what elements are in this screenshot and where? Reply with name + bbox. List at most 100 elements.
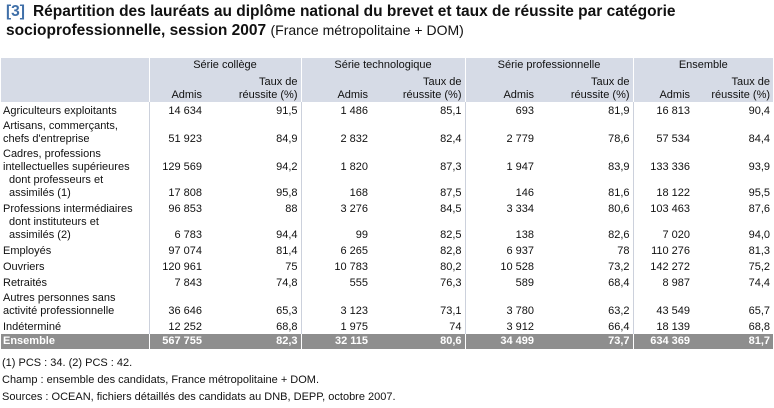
table-cell: 146 <box>515 187 534 199</box>
table-cell: 1 486 <box>340 105 368 117</box>
table-cell: 91,5 <box>205 102 302 118</box>
header-blank-2 <box>1 72 150 102</box>
table-row: Professions intermédiaires 96 853 88 3 2… <box>1 200 773 216</box>
table-cell: 3 780 <box>506 305 534 317</box>
table-row: Artisans, commerçants, chefs d'entrepris… <box>1 118 773 146</box>
table-cell: 90,4 <box>748 105 771 117</box>
table-row: dont professeurs et assimilés (1) 17 808… <box>1 174 773 200</box>
total-row: Ensemble 567 755 82,3 32 115 80,6 34 499… <box>1 334 774 349</box>
table-cell: 68,8 <box>748 321 771 333</box>
table-cell: 74 <box>371 318 466 334</box>
row-label: Artisans, commerçants, chefs d'entrepris… <box>1 118 150 146</box>
table-cell: 73,1 <box>371 290 466 318</box>
group-serie-technologique: Série technologique <box>301 58 466 72</box>
col-admis: Admis <box>633 72 694 102</box>
total-cell: 34 499 <box>465 334 537 349</box>
data-table: Série collège Série technologique Série … <box>1 58 774 349</box>
table-cell: 85,1 <box>371 102 466 118</box>
footnote-champ: Champ : ensemble des candidats, France m… <box>2 374 320 386</box>
table-cell: 3 334 <box>506 203 534 215</box>
table-cell: 74,4 <box>748 277 771 289</box>
table-cell: 78 <box>537 242 634 258</box>
group-serie-professionnelle: Série professionnelle <box>465 58 634 72</box>
row-label: Professions intermédiaires <box>1 200 150 216</box>
table-cell: 555 <box>349 277 368 289</box>
table-cell: 81,6 <box>537 174 634 200</box>
table-cell: 87,3 <box>371 146 466 174</box>
table-cell: 65,3 <box>205 290 302 318</box>
table-cell: 87,5 <box>371 174 466 200</box>
total-cell: 32 115 <box>301 334 371 349</box>
table-cell: 74,8 <box>205 274 302 290</box>
table-cell: 81,9 <box>537 102 634 118</box>
table-cell: 65,7 <box>748 305 771 317</box>
table-cell: 63,2 <box>537 290 634 318</box>
table-row: Indéterminé 12 252 68,8 1 975 74 3 912 6… <box>1 318 773 334</box>
table-cell: 96 853 <box>168 203 202 215</box>
title-scope: (France métropolitaine + DOM) <box>270 22 464 38</box>
table-cell: 97 074 <box>168 245 202 257</box>
table-cell: 693 <box>515 105 534 117</box>
table-cell: 84,5 <box>371 200 466 216</box>
table-cell: 1 947 <box>506 161 534 173</box>
table-cell: 120 961 <box>162 261 202 273</box>
table-cell: 18 122 <box>656 187 691 199</box>
table-cell: 110 276 <box>651 245 691 257</box>
table-cell: 73,2 <box>537 258 634 274</box>
row-label: Indéterminé <box>1 318 150 334</box>
table-cell: 17 808 <box>168 187 202 199</box>
table-cell: 16 813 <box>656 105 691 117</box>
total-cell: 81,7 <box>693 334 774 349</box>
group-header-row: Série collège Série technologique Série … <box>1 58 774 72</box>
col-admis: Admis <box>465 72 537 102</box>
table-row: Autres personnes sans activité professio… <box>1 290 773 318</box>
row-label: dont instituteurs et assimilés (2) <box>1 216 150 242</box>
table-cell: 82,5 <box>371 216 466 242</box>
table-cell: 87,6 <box>748 203 771 215</box>
table-cell: 3 123 <box>340 305 368 317</box>
footnotes: (1) PCS : 34. (2) PCS : 42. Champ : ense… <box>2 355 762 406</box>
row-label: Ouvriers <box>1 258 150 274</box>
table-cell: 7 020 <box>662 229 691 241</box>
table-cell: 57 534 <box>656 133 691 145</box>
table-cell: 133 336 <box>650 161 691 173</box>
table-cell: 138 <box>515 229 534 241</box>
table-cell: 51 923 <box>168 133 202 145</box>
table-cell: 3 276 <box>340 203 368 215</box>
table-cell: 129 569 <box>162 161 202 173</box>
total-cell: 82,3 <box>205 334 302 349</box>
total-cell: 634 369 <box>633 334 694 349</box>
row-label: Autres personnes sans activité professio… <box>1 290 150 318</box>
row-label: Cadres, professions intellectuelles supé… <box>1 146 150 174</box>
table-cell: 10 528 <box>500 261 534 273</box>
footnote-pcs: (1) PCS : 34. (2) PCS : 42. <box>2 357 133 369</box>
table-row: Ouvriers 120 961 75 10 783 80,2 10 528 7… <box>1 258 773 274</box>
table-cell: 84,4 <box>748 133 771 145</box>
table-cell: 99 <box>355 229 368 241</box>
table-cell: 6 937 <box>506 245 534 257</box>
table-cell: 78,6 <box>537 118 634 146</box>
table-cell: 2 832 <box>340 133 368 145</box>
col-admis: Admis <box>149 72 205 102</box>
col-taux: Taux de réussite (%) <box>537 72 634 102</box>
group-serie-college: Série collège <box>149 58 302 72</box>
col-taux: Taux de réussite (%) <box>693 72 774 102</box>
table-row: dont instituteurs et assimilés (2) 6 783… <box>1 216 773 242</box>
table-row: Employés 97 074 81,4 6 265 82,8 6 937 78… <box>1 242 773 258</box>
table-cell: 12 252 <box>168 321 202 333</box>
table-cell: 6 265 <box>340 245 368 257</box>
table-cell: 18 139 <box>656 321 691 333</box>
table-cell: 1 820 <box>340 161 368 173</box>
column-header-row: Admis Taux de réussite (%) Admis Taux de r… <box>1 72 774 102</box>
row-label: Employés <box>1 242 150 258</box>
table-cell: 589 <box>515 277 534 289</box>
total-label: Ensemble <box>1 334 150 349</box>
table-cell: 82,4 <box>371 118 466 146</box>
table-cell: 76,3 <box>371 274 466 290</box>
table-cell: 83,9 <box>537 146 634 174</box>
table-cell: 68,4 <box>537 274 634 290</box>
table-cell: 81,3 <box>748 245 771 257</box>
table-cell: 7 843 <box>174 277 202 289</box>
col-taux: Taux de réussite (%) <box>371 72 466 102</box>
table-cell: 82,8 <box>371 242 466 258</box>
